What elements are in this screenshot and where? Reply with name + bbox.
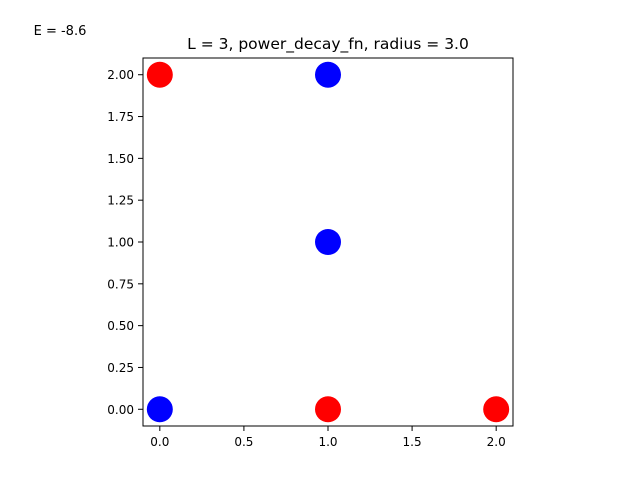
energy-label: E = -8.6 xyxy=(34,24,87,39)
y-tick-label-8: 2.00 xyxy=(107,68,134,82)
y-tick-label-1: 0.25 xyxy=(107,361,134,375)
y-tick-label-0: 0.00 xyxy=(107,403,134,417)
markers xyxy=(146,61,510,423)
x-tick-label-2: 1.0 xyxy=(318,435,337,449)
y-tick-label-5: 1.25 xyxy=(107,194,134,208)
point-red-2 xyxy=(315,396,341,423)
point-blue-3 xyxy=(315,229,341,255)
x-tick-label-1: 0.5 xyxy=(234,435,253,449)
y-tick-label-7: 1.75 xyxy=(107,110,134,124)
plot-area: 0.0 0.5 1.0 1.5 2.0 0.00 0.25 0.50 0.75 1.00 1.25… xyxy=(107,57,514,449)
point-red-5 xyxy=(483,396,510,423)
y-axis: 0.00 0.25 0.50 0.75 1.00 1.25 1.50 1.75 2.00 xyxy=(107,68,143,417)
y-tick-label-4: 1.00 xyxy=(107,236,134,250)
point-blue-0 xyxy=(146,396,173,423)
y-tick-label-6: 1.50 xyxy=(107,152,134,166)
y-tick-label-3: 0.75 xyxy=(107,277,134,291)
point-blue-4 xyxy=(315,61,341,88)
x-tick-label-3: 1.5 xyxy=(403,435,422,449)
point-red-1 xyxy=(146,61,173,88)
x-axis: 0.0 0.5 1.0 1.5 2.0 xyxy=(150,426,506,449)
chart-title: L = 3, power_decay_fn, radius = 3.0 xyxy=(187,35,469,54)
y-tick-label-2: 0.50 xyxy=(107,319,134,333)
x-tick-label-4: 2.0 xyxy=(487,435,506,449)
x-tick-label-0: 0.0 xyxy=(150,435,169,449)
